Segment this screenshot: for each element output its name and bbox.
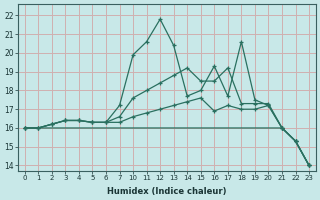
X-axis label: Humidex (Indice chaleur): Humidex (Indice chaleur) xyxy=(107,187,227,196)
